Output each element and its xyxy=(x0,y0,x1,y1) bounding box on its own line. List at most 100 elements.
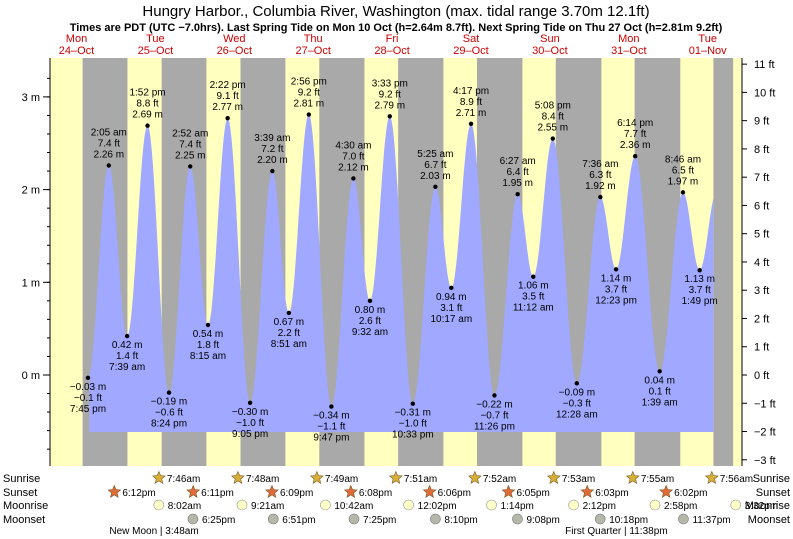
moonset-icon xyxy=(187,513,199,525)
row-label-right-moonrise: Moonrise xyxy=(745,500,790,512)
day-name: Mon xyxy=(618,33,639,45)
moonrise-time: 12:02pm xyxy=(418,501,457,512)
sunrise-icon xyxy=(467,470,482,484)
tide-feet: −0.6 ft xyxy=(155,408,183,419)
tide-feet: −1.1 ft xyxy=(317,422,345,433)
sunset-time: 6:09pm xyxy=(280,488,313,499)
tide-point xyxy=(367,298,373,304)
tide-feet: 3.1 ft xyxy=(440,303,462,314)
tide-meters: 0.54 m xyxy=(193,329,224,340)
tide-meters: −0.22 m xyxy=(476,399,512,410)
right-tick-label: 4 ft xyxy=(754,257,769,269)
moonrise-time: 10:42am xyxy=(334,501,373,512)
tide-feet: 0.1 ft xyxy=(649,386,671,397)
day-date: 29–Oct xyxy=(453,45,488,57)
tide-time: 11:12 am xyxy=(513,303,554,314)
sunset-time: 6:12pm xyxy=(122,488,155,499)
sunset-icon xyxy=(343,484,358,498)
day-name: Tue xyxy=(698,33,717,45)
tide-meters: 2.36 m xyxy=(620,140,651,151)
tide-time: 8:15 am xyxy=(190,351,226,362)
tide-feet: 9.2 ft xyxy=(298,88,320,99)
tide-feet: 7.7 ft xyxy=(624,129,646,140)
tide-point xyxy=(85,375,91,380)
tide-time: 2:52 am xyxy=(172,128,208,139)
tide-feet: 3.5 ft xyxy=(522,292,544,303)
tide-meters: 1.97 m xyxy=(668,176,699,187)
sunrise-icon xyxy=(152,470,166,484)
tide-meters: −0.31 m xyxy=(395,408,431,419)
tide-time: 5:25 am xyxy=(417,149,453,160)
moonrise-icon xyxy=(320,499,331,511)
sunset-icon xyxy=(501,484,516,498)
tide-feet: 1.8 ft xyxy=(197,340,219,351)
tide-point xyxy=(410,401,416,406)
sunset-icon xyxy=(107,484,122,498)
tide-meters: 2.69 m xyxy=(132,110,163,121)
moonset-icon xyxy=(678,513,689,525)
tide-point xyxy=(247,400,253,406)
tide-meters: −0.03 m xyxy=(70,382,106,393)
sunset-icon xyxy=(580,484,595,498)
sunrise-time: 7:55am xyxy=(641,474,674,485)
moonrise-icon xyxy=(649,499,661,511)
moonset-time: 7:25pm xyxy=(363,515,396,526)
tide-point xyxy=(306,112,312,117)
row-label-moonrise: Moonrise xyxy=(3,500,48,512)
tide-meters: −0.19 m xyxy=(151,397,187,408)
tide-feet: 8.9 ft xyxy=(460,97,482,108)
tide-meters: −0.09 m xyxy=(559,387,595,398)
tide-meters: 0.94 m xyxy=(436,292,467,303)
tide-time: 10:33 pm xyxy=(392,430,434,441)
chart-subtitle: Times are PDT (UTC −7.0hrs). Last Spring… xyxy=(70,22,723,34)
right-tick-label: 7 ft xyxy=(754,172,769,184)
tide-feet: 6.4 ft xyxy=(507,167,529,178)
moonset-icon xyxy=(267,513,279,525)
moonrise-time: 9:21am xyxy=(251,501,284,512)
moonrise-time: 3:32pm xyxy=(745,501,778,512)
tide-time: 2:05 am xyxy=(91,127,127,138)
moonrise-icon xyxy=(730,499,742,511)
tide-feet: 8.4 ft xyxy=(542,112,564,123)
tide-area xyxy=(88,114,714,432)
sunrise-time: 7:51am xyxy=(404,474,437,485)
day-date: 27–Oct xyxy=(295,45,330,57)
tide-point xyxy=(188,164,193,169)
tide-time: 3:39 am xyxy=(254,133,290,144)
tide-time: 9:32 am xyxy=(352,327,388,338)
moonset-time: 10:18pm xyxy=(609,515,648,526)
tide-point xyxy=(433,184,438,190)
tide-meters: 2.26 m xyxy=(94,149,125,160)
sunset-time: 6:03pm xyxy=(595,488,628,499)
tide-time: 8:24 pm xyxy=(151,419,187,430)
tide-time: 2:22 pm xyxy=(210,80,246,91)
moonrise-icon xyxy=(403,499,414,511)
day-date: 31–Oct xyxy=(611,45,646,57)
row-label-right-moonset: Moonset xyxy=(748,514,790,526)
tide-feet: 9.1 ft xyxy=(217,91,239,102)
tide-feet: 8.8 ft xyxy=(136,99,158,110)
tide-meters: 2.20 m xyxy=(257,155,288,166)
day-name: Mon xyxy=(66,33,87,45)
sunset-icon xyxy=(659,484,674,498)
moonset-time: 8:10pm xyxy=(444,515,477,526)
tide-time: 6:14 pm xyxy=(617,118,653,129)
tide-feet: 6.7 ft xyxy=(424,160,446,171)
day-name: Sat xyxy=(463,33,480,45)
left-tick-label: 3 m xyxy=(22,92,40,104)
moonset-icon xyxy=(348,513,360,525)
tide-meters: 0.80 m xyxy=(355,305,386,316)
tide-point xyxy=(613,267,619,272)
tide-meters: 2.25 m xyxy=(175,150,206,161)
tide-point xyxy=(387,114,392,119)
right-tick-label: 2 ft xyxy=(754,313,769,325)
axes: 0 m 1 m 2 m 3 m −3 ft −2 ft −1 ft 0 ft 1 ft 2 ft 3… xyxy=(22,58,776,467)
day-date: 01–Nov xyxy=(689,45,727,57)
tide-feet: 7.4 ft xyxy=(98,138,120,149)
tide-time: 7:45 pm xyxy=(70,404,106,415)
tide-feet: 1.4 ft xyxy=(116,351,138,362)
tide-point xyxy=(632,154,638,159)
tide-time: 2:56 pm xyxy=(291,77,327,88)
tide-point xyxy=(205,322,211,328)
